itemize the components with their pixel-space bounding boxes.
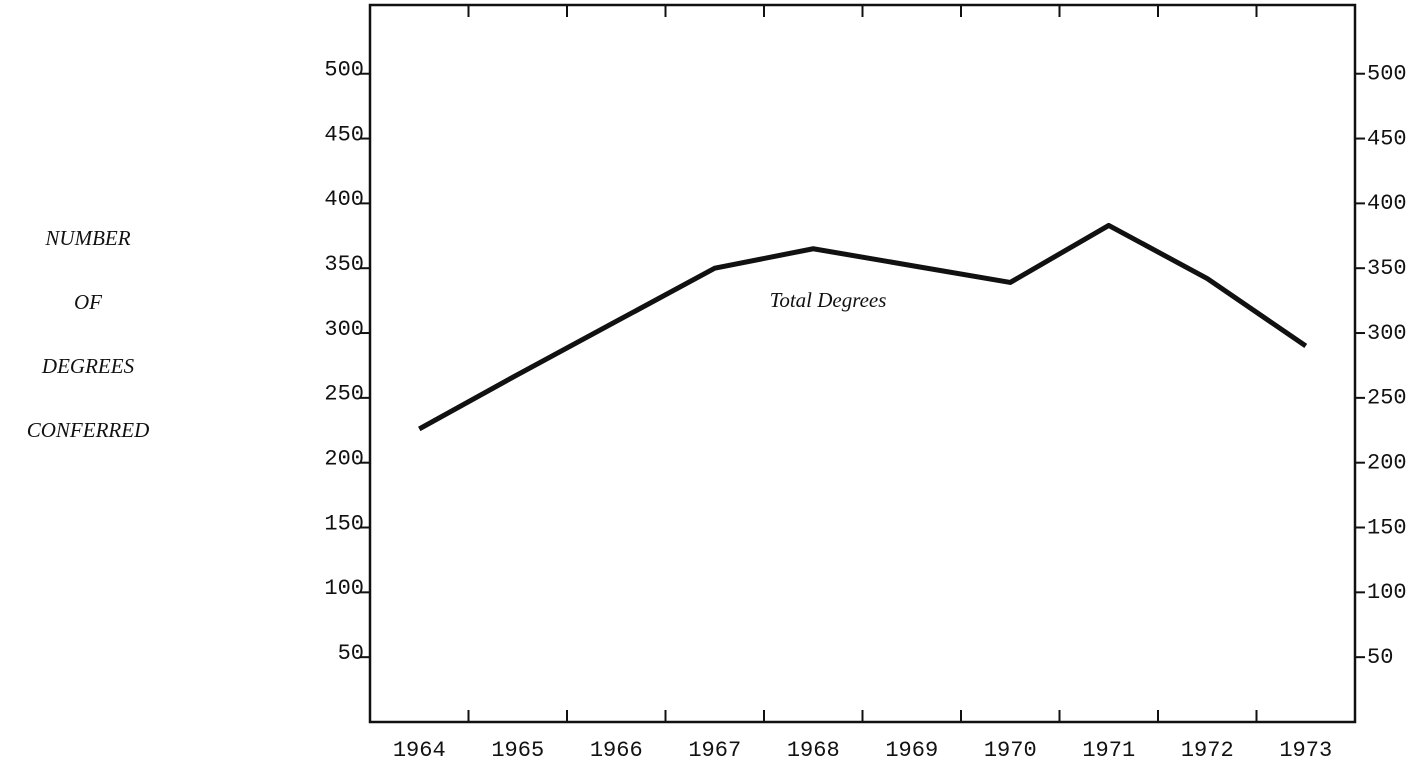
- x-tick-label: 1965: [491, 738, 544, 763]
- y-tick-label: 250: [324, 382, 364, 407]
- y-axis-label: DEGREES: [41, 354, 135, 378]
- y2-tick-label: 300: [1367, 321, 1407, 346]
- y2-tick-label: 450: [1367, 126, 1407, 151]
- y-axis-label: CONFERRED: [27, 418, 149, 442]
- annotation: Total Degrees: [770, 288, 887, 312]
- x-tick-label: 1966: [590, 738, 643, 763]
- y-tick-label: 450: [324, 122, 364, 147]
- y2-tick-label: 500: [1367, 62, 1407, 87]
- x-tick-label: 1969: [885, 738, 938, 763]
- y2-tick-label: 100: [1367, 580, 1407, 605]
- y-tick-label: 200: [324, 446, 364, 471]
- plot-frame: [368, 3, 1357, 724]
- x-tick-label: 1972: [1181, 738, 1234, 763]
- y-tick-label: 50: [338, 641, 364, 666]
- y2-tick-label: 150: [1367, 515, 1407, 540]
- x-tick-label: 1967: [688, 738, 741, 763]
- x-tick-label: 1968: [787, 738, 840, 763]
- x-tick-label: 1964: [393, 738, 446, 763]
- y-tick-label: 400: [324, 187, 364, 212]
- y2-tick-label: 350: [1367, 256, 1407, 281]
- y-axis-label: NUMBER: [44, 226, 130, 250]
- y2-tick-label: 50: [1367, 645, 1393, 670]
- y-tick-label: 300: [324, 317, 364, 342]
- y-tick-label: 150: [324, 511, 364, 536]
- x-tick-label: 1971: [1082, 738, 1135, 763]
- y2-tick-label: 400: [1367, 191, 1407, 216]
- y-axis-label: OF: [74, 290, 102, 314]
- y-tick-label: 100: [324, 576, 364, 601]
- y-tick-label: 350: [324, 252, 364, 277]
- data-line: [418, 222, 1308, 432]
- x-tick-label: 1970: [984, 738, 1037, 763]
- x-tick-label: 1973: [1279, 738, 1332, 763]
- y2-tick-label: 200: [1367, 450, 1407, 475]
- y-tick-label: 500: [324, 58, 364, 83]
- y2-tick-label: 250: [1367, 386, 1407, 411]
